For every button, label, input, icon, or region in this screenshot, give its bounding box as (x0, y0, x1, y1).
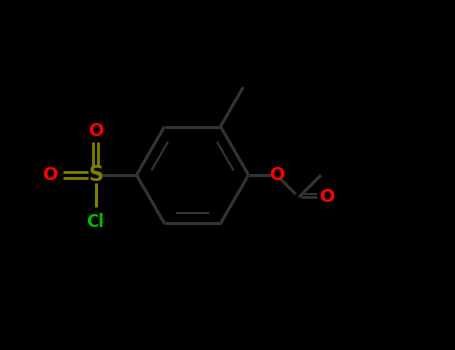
Text: O: O (319, 188, 334, 206)
Text: S: S (88, 165, 103, 185)
Text: O: O (88, 121, 103, 140)
Text: Cl: Cl (86, 212, 105, 231)
Text: O: O (42, 166, 57, 184)
Text: O: O (269, 166, 284, 184)
